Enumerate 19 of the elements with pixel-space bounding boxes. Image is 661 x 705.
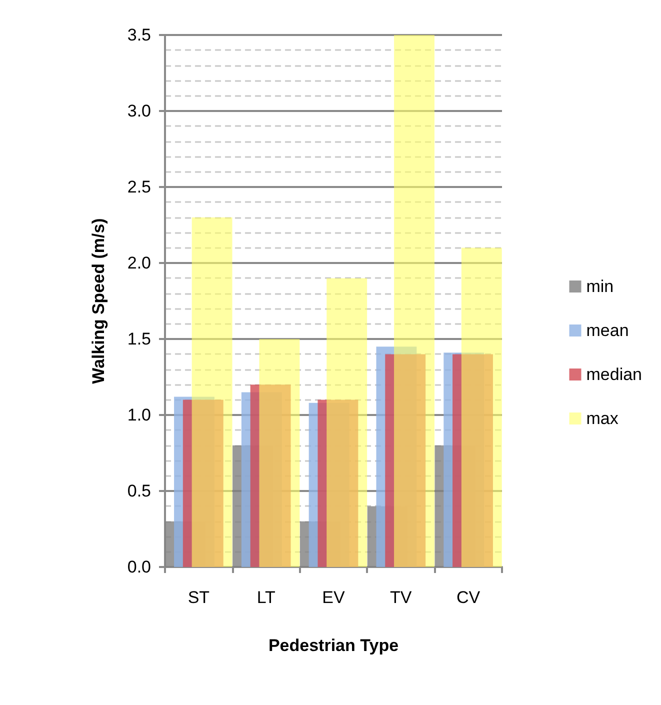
y-tick-label: 2.5	[127, 178, 151, 196]
x-tick-label: LT	[256, 588, 276, 607]
legend-label: min	[586, 277, 614, 296]
y-tick-label: 3.5	[127, 26, 151, 44]
x-tick-label: EV	[322, 588, 346, 607]
y-tick-label: 0.5	[127, 482, 151, 500]
y-tick-label: 2.0	[127, 254, 151, 272]
legend-label: median	[586, 365, 642, 384]
y-tick-label: 3.0	[127, 102, 151, 120]
x-tick-label: ST	[188, 588, 210, 607]
x-axis-title: Pedestrian Type	[268, 636, 399, 655]
y-tick-label: 1.5	[127, 330, 151, 348]
legend-label: max	[586, 409, 619, 428]
y-tick-label: 1.0	[127, 406, 151, 424]
y-axis-title: Walking Speed (m/s)	[89, 218, 108, 384]
x-tick-label: CV	[456, 588, 481, 607]
y-tick-label: 0.0	[127, 558, 151, 576]
x-tick-label: TV	[390, 588, 412, 607]
legend-label: mean	[586, 321, 629, 340]
